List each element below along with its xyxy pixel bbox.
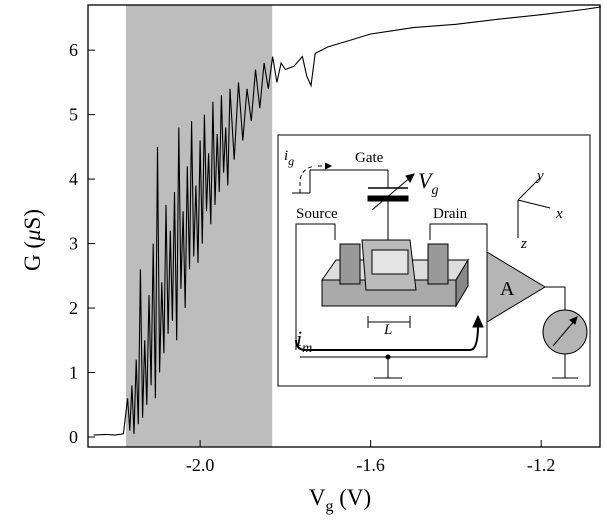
wire — [295, 223, 336, 350]
wire — [300, 305, 488, 358]
im-arrow — [295, 324, 479, 351]
vg-label: Vg — [418, 168, 438, 198]
axis-arrow — [517, 199, 551, 209]
arrowhead — [569, 316, 578, 325]
y-tick-label: 6 — [69, 40, 78, 60]
substrate-side — [455, 258, 469, 308]
im-label: im — [296, 326, 312, 356]
y-tick-label: 1 — [69, 363, 78, 383]
x-axis-label: Vg (V) — [309, 485, 371, 515]
axis-x-label: x — [555, 206, 563, 222]
x-tick-label: -1.2 — [527, 455, 556, 475]
gate-label: Gate — [355, 150, 384, 166]
gate-top — [371, 249, 409, 275]
y-axis-label: G (μS) — [20, 209, 45, 271]
data-line — [93, 6, 601, 436]
y-tick-label: 5 — [69, 105, 78, 125]
arrowhead — [324, 162, 333, 170]
arrowhead — [472, 314, 484, 328]
axis-arrow — [517, 177, 541, 201]
x-tick-label: -2.0 — [186, 455, 215, 475]
ig-label: ig — [284, 148, 294, 168]
amplifier — [486, 251, 546, 323]
source-contact — [339, 243, 361, 285]
drain-label: Drain — [433, 206, 468, 222]
source-label: Source — [296, 206, 338, 222]
y-tick-label: 2 — [69, 298, 78, 318]
wire — [429, 223, 488, 268]
axis-y-label: y — [535, 168, 544, 184]
plot-frame — [87, 4, 601, 448]
meter-needle — [552, 319, 576, 347]
length-label: L — [383, 322, 392, 338]
arrowhead — [405, 173, 415, 183]
y-tick-label: 3 — [69, 234, 78, 254]
inset: ig Gate Vg y x z Source Drain L — [277, 134, 591, 387]
wire — [545, 286, 566, 310]
x-tick-label: -1.6 — [356, 455, 385, 475]
variable-arrow — [371, 175, 413, 211]
plot-area: 0 1 2 3 4 5 6 -2.0 -1.6 -1.2 — [69, 5, 601, 475]
axis-z-label: z — [520, 236, 527, 252]
y-tick-label: 4 — [69, 169, 78, 189]
y-tick-label: 0 — [69, 427, 78, 447]
amplifier-label: A — [500, 278, 515, 300]
drain-contact — [427, 243, 449, 285]
